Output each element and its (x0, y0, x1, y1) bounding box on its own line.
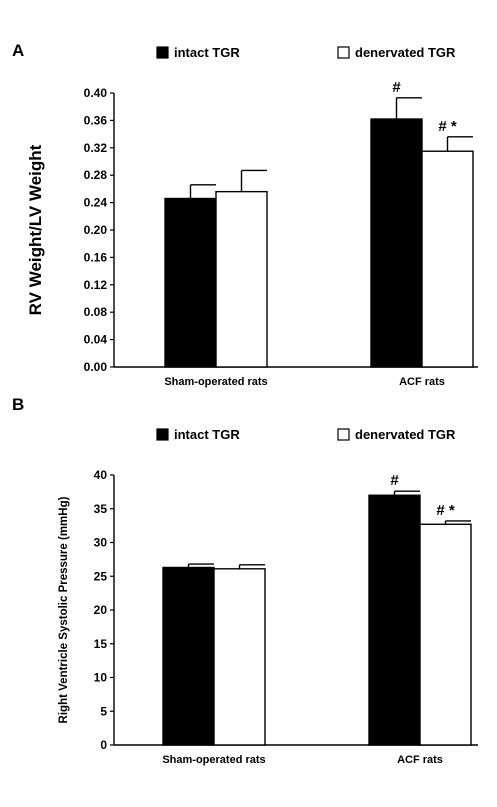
legend-label: intact TGR (174, 45, 240, 60)
x-category-label: ACF rats (397, 754, 443, 766)
bar-denervated-acf (421, 150, 474, 368)
y-tick-label: 0.24 (84, 196, 108, 210)
bar-intact-acf (368, 494, 421, 746)
bar-intact-sham (162, 566, 215, 746)
x-category-label: Sham-operated rats (164, 376, 267, 388)
y-tick-label: 20 (94, 603, 108, 617)
legend-swatch-intact (156, 46, 169, 59)
x-category-label: Sham-operated rats (162, 754, 265, 766)
bar-denervated-sham (215, 190, 268, 368)
y-tick-label: 0.08 (84, 305, 108, 319)
legend-label: denervated TGR (355, 427, 456, 442)
y-tick-label: 0.36 (84, 113, 108, 127)
legend-swatch-intact (156, 428, 169, 441)
y-tick-label: 40 (94, 468, 108, 482)
y-tick-label: 0.40 (84, 86, 108, 100)
legend-swatch-denervated (337, 428, 350, 441)
legend-swatch-denervated (337, 46, 350, 59)
y-tick-label: 0.16 (84, 250, 108, 264)
y-tick-label: 5 (100, 704, 107, 718)
y-tick-label: 10 (94, 671, 108, 685)
significance-marker: # * (436, 502, 455, 519)
y-tick-label: 0.20 (84, 223, 108, 237)
y-axis-label: Right Ventricle Systolic Pressure (mmHg) (58, 496, 70, 723)
y-tick-label: 0.32 (84, 141, 108, 155)
significance-marker: # (392, 79, 401, 96)
x-category-label: ACF rats (399, 376, 445, 388)
legend-label: denervated TGR (355, 45, 456, 60)
y-tick-label: 0 (100, 738, 107, 752)
bar-denervated-acf (419, 523, 472, 746)
panel-letter: A (12, 41, 24, 60)
y-axis-label: RV Weight/LV Weight (26, 144, 45, 315)
y-tick-label: 25 (94, 569, 108, 583)
y-tick-label: 15 (94, 637, 108, 651)
significance-marker: # (390, 472, 399, 489)
bar-intact-acf (370, 118, 423, 368)
y-tick-label: 30 (94, 536, 108, 550)
legend-label: intact TGR (174, 427, 240, 442)
panel-letter: B (12, 395, 24, 414)
significance-marker: # * (438, 118, 457, 135)
y-tick-label: 0.12 (84, 278, 108, 292)
bar-intact-sham (164, 197, 217, 368)
bar-denervated-sham (213, 568, 266, 746)
y-tick-label: 0.04 (84, 333, 108, 347)
y-tick-label: 0.00 (84, 360, 108, 374)
y-tick-label: 35 (94, 502, 108, 516)
y-tick-label: 0.28 (84, 168, 108, 182)
